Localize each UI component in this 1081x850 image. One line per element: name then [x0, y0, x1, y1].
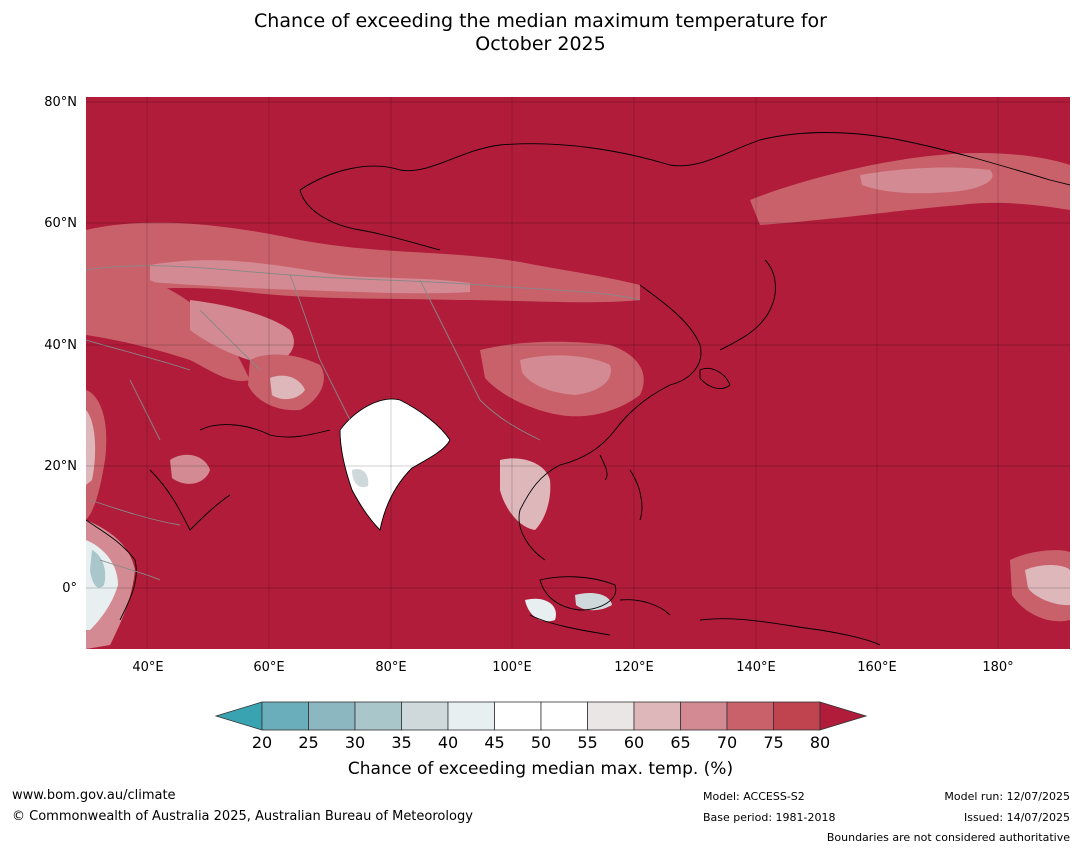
colorbar-high-arrow [819, 701, 868, 731]
tibet-light [270, 375, 305, 400]
colorbar-tick-25: 25 [298, 733, 319, 752]
colorbar-tick-45: 45 [484, 733, 505, 752]
lon-label-120e: 120°E [614, 660, 654, 675]
colorbar-low-arrow [214, 701, 263, 731]
indonesia-light [525, 598, 556, 622]
colorbar-55-60 [587, 701, 635, 731]
colorbar-60-65 [633, 701, 681, 731]
colorbar-65-70 [680, 701, 728, 731]
issued-date: Issued: 14/07/2025 [963, 811, 1070, 824]
chart-title: Chance of exceeding the median maximum t… [0, 10, 1081, 56]
colorbar-tick-80: 80 [809, 733, 831, 752]
colorbar-75-80 [773, 701, 821, 731]
colorbar-tick-35: 35 [391, 733, 412, 752]
lon-label-40e: 40°E [132, 660, 164, 675]
model-name: Model: ACCESS-S2 [703, 790, 805, 803]
website-link[interactable]: www.bom.gov.au/climate [12, 788, 176, 803]
colorbar-40-45 [447, 701, 495, 731]
title-line-1: Chance of exceeding the median maximum t… [254, 10, 827, 32]
colorbar-20-25 [261, 701, 309, 731]
base-period: Base period: 1981-2018 [703, 811, 836, 824]
coastlines [86, 132, 1070, 646]
borneo-light [575, 593, 612, 611]
lat-label-60n: 60°N [44, 216, 77, 231]
lon-label-180: 180° [982, 660, 1014, 675]
lon-label-140e: 140°E [736, 660, 776, 675]
colorbar-tick-30: 30 [344, 733, 366, 752]
pacific-east-light [1025, 565, 1070, 606]
colorbar-tick-65: 65 [670, 733, 691, 752]
colorbar-35-40 [401, 701, 449, 731]
colorbar-tick-40: 40 [437, 733, 459, 752]
arabia-light [86, 410, 96, 485]
indochina-area [500, 458, 551, 530]
colorbar-tick-75: 75 [763, 733, 784, 752]
lon-label-80e: 80°E [375, 660, 407, 675]
colorbar-30-35 [354, 701, 402, 731]
east-africa-teal [90, 550, 106, 588]
boundaries-disclaimer: Boundaries are not considered authoritat… [826, 831, 1070, 844]
lat-label-20n: 20°N [44, 459, 77, 474]
siberia-east-light [860, 167, 993, 194]
colorbar-25-30 [308, 701, 356, 731]
copyright-text: © Commonwealth of Australia 2025, Austra… [12, 809, 473, 824]
colorbar-tick-70: 70 [716, 733, 738, 752]
map-gridlines [86, 97, 1070, 649]
forecast-map [86, 97, 1070, 649]
colorbar-tick-50: 50 [530, 733, 552, 752]
model-run-date: Model run: 12/07/2025 [944, 790, 1070, 803]
colorbar-45-50 [494, 701, 542, 731]
india-teal-spot [352, 468, 369, 488]
red-sea-patch [170, 454, 210, 484]
middle-east-area [86, 260, 250, 381]
lat-label-0: 0° [62, 581, 77, 596]
lon-label-100e: 100°E [492, 660, 532, 675]
china-light [520, 355, 611, 395]
colorbar-label: Chance of exceeding median max. temp. (%… [347, 759, 734, 779]
colorbar-tick-55: 55 [577, 733, 598, 752]
lat-label-80n: 80°N [44, 95, 77, 110]
colorbar-50-55 [540, 701, 588, 731]
colorbar-tick-20: 20 [251, 733, 273, 752]
lon-label-160e: 160°E [857, 660, 897, 675]
country-borders [86, 265, 641, 581]
lat-label-40n: 40°N [44, 338, 77, 353]
persia-area [190, 300, 294, 365]
colorbar-70-75 [726, 701, 774, 731]
colorbar-tick-60: 60 [623, 733, 645, 752]
title-line-2: October 2025 [475, 33, 606, 55]
lon-label-60e: 60°E [253, 660, 285, 675]
